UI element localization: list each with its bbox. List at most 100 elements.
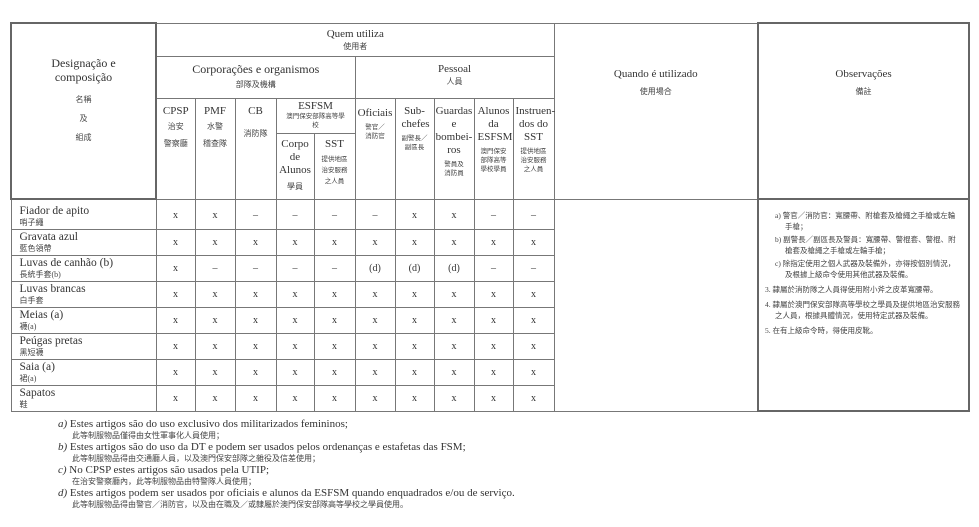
usage-cell: x	[275, 306, 315, 334]
usage-cell: x	[313, 306, 356, 334]
usage-cell: x	[275, 280, 315, 308]
table-row: Meias (a) 襪(a) x x x x x x x x x x	[10, 306, 969, 334]
usage-cell: x	[275, 332, 315, 360]
usage-cell: –	[512, 198, 555, 230]
usage-cell: x	[512, 306, 555, 334]
usage-cell: x	[473, 280, 514, 308]
usage-cell: x	[155, 228, 196, 256]
usage-cell: x	[194, 306, 236, 334]
usage-cell: –	[512, 254, 555, 282]
usage-cell: –	[354, 198, 396, 230]
item-name: Peúgas pretas 黑短襪	[10, 332, 157, 360]
footnote: a) Estes artigos são do uso exclusivo do…	[58, 418, 348, 440]
usage-cell: x	[234, 228, 277, 256]
usage-cell: x	[394, 358, 435, 386]
pmf-header: PMF 水警 稽查隊	[194, 97, 236, 200]
usage-cell: (d)	[394, 254, 435, 282]
usage-cell: x	[354, 384, 396, 412]
usage-cell: x	[394, 198, 435, 230]
usage-cell: x	[275, 384, 315, 412]
usage-cell: x	[433, 332, 475, 360]
usage-cell: –	[473, 198, 514, 230]
usage-cell: x	[473, 358, 514, 386]
who-uses-header: Quem utiliza 使用者	[155, 22, 555, 57]
usage-cell: –	[194, 254, 236, 282]
usage-cell: x	[473, 332, 514, 360]
item-name: Saia (a) 裙(a)	[10, 358, 157, 386]
usage-cell: x	[155, 384, 196, 412]
cpsp-header: CPSP 治安 警察廳	[155, 97, 196, 200]
cb-header: CB 消防隊	[234, 97, 277, 200]
table-row: Luvas brancas 白手套 x x x x x x x x x x	[10, 280, 969, 308]
usage-cell: x	[155, 254, 196, 282]
table-row: Fiador de apito 哨子繩 x x – – – – x x – – a) 警官／消防官：寬…	[10, 198, 971, 412]
usage-cell: –	[313, 198, 356, 230]
usage-cell: x	[433, 358, 475, 386]
usage-cell: x	[394, 332, 435, 360]
usage-cell: x	[433, 306, 475, 334]
footnote: d) Estes artigos podem ser usados por of…	[58, 487, 515, 509]
footnote: c) No CPSP estes artigos são usados pela…	[58, 464, 270, 486]
usage-cell: x	[275, 358, 315, 386]
table-row: Gravata azul 藍色領帶 x x x x x x x x x x	[10, 228, 969, 256]
usage-cell: x	[394, 280, 435, 308]
footnote: b) Estes artigos são do uso da DT e pode…	[58, 441, 466, 463]
instruendos-header: Instruen-dos do SST 提供地區治安服務之人員	[512, 97, 555, 200]
observation-item: b) 副警長／副區長及警員：寬腰帶、警棍套、警棍、附槍套及槍繩之手槍或左輪手槍；	[775, 235, 956, 255]
corpo-alunos-header: Corpo de Alunos 學員	[275, 132, 315, 200]
designation-header: Designação e composição 名稱 及 組成	[10, 22, 157, 200]
footnotes: a) Estes artigos são do uso exclusivo do…	[58, 418, 515, 510]
usage-cell: –	[275, 198, 315, 230]
observation-item: 5. 在有上級命令時，得使用皮靴。	[765, 326, 878, 335]
usage-cell: x	[313, 384, 356, 412]
usage-cell: x	[313, 358, 356, 386]
usage-cell: x	[394, 306, 435, 334]
usage-cell: –	[275, 254, 315, 282]
item-name: Gravata azul 藍色領帶	[10, 228, 157, 256]
usage-cell: x	[512, 280, 555, 308]
usage-cell: x	[234, 332, 277, 360]
table-row: Saia (a) 裙(a) x x x x x x x x x x	[10, 358, 969, 386]
item-name: Luvas brancas 白手套	[10, 280, 157, 308]
usage-cell: x	[313, 228, 356, 256]
usage-cell: x	[433, 280, 475, 308]
usage-cell: (d)	[433, 254, 475, 282]
usage-cell: x	[313, 280, 356, 308]
usage-cell: –	[234, 198, 277, 230]
usage-cell: x	[155, 280, 196, 308]
usage-cell: x	[512, 228, 555, 256]
usage-cell: x	[234, 306, 277, 334]
corporations-header: Corporações e organismos 部隊及機構	[155, 55, 356, 99]
usage-cell: x	[512, 332, 555, 360]
oficiais-header: Oficiais 警官／消防官	[354, 97, 396, 200]
uniform-items-table: Designação e composição 名稱 及 組成 Quem uti…	[10, 22, 971, 412]
when-used-cell	[553, 198, 759, 412]
usage-cell: x	[473, 228, 514, 256]
usage-cell: x	[354, 280, 396, 308]
table-row: Peúgas pretas 黑短襪 x x x x x x x x x x	[10, 332, 969, 360]
usage-cell: x	[194, 358, 236, 386]
usage-cell: x	[155, 358, 196, 386]
usage-cell: x	[354, 306, 396, 334]
usage-cell: x	[194, 332, 236, 360]
usage-cell: x	[354, 332, 396, 360]
usage-cell: x	[512, 384, 555, 412]
usage-cell: x	[194, 280, 236, 308]
usage-cell: x	[234, 384, 277, 412]
usage-cell: x	[313, 332, 356, 360]
when-used-header: Quando é utilizado 使用場合	[553, 22, 759, 200]
usage-cell: x	[394, 384, 435, 412]
usage-cell: –	[234, 254, 277, 282]
observations-cell: a) 警官／消防官：寬腰帶、附槍套及槍繩之手槍或左輪手槍； b) 副警長／副區長及…	[757, 198, 971, 412]
usage-cell: x	[354, 228, 396, 256]
usage-cell: x	[433, 198, 475, 230]
observation-item: a) 警官／消防官：寬腰帶、附槍套及槍繩之手槍或左輪手槍；	[775, 211, 956, 231]
usage-cell: x	[394, 228, 435, 256]
usage-cell: –	[313, 254, 356, 282]
usage-cell: x	[473, 384, 514, 412]
subchefes-header: Sub-chefes 副警長／副區長	[394, 97, 435, 200]
esfsm-header: ESFSM 澳門保安部隊高等學校	[275, 97, 356, 134]
usage-cell: x	[155, 306, 196, 334]
usage-cell: x	[234, 358, 277, 386]
observation-item: 4. 隸屬於澳門保安部隊高等學校之學員及提供地區治安服務之人員，根據具體情況，使…	[765, 300, 961, 320]
